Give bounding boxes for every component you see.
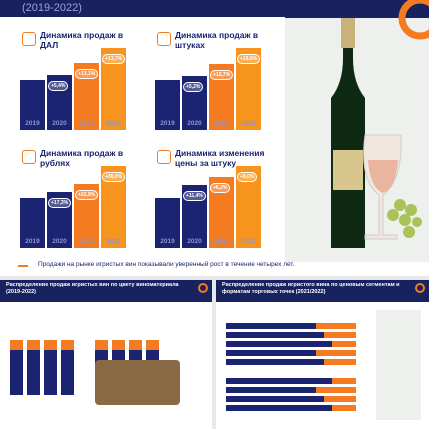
- slide-bar: [226, 378, 332, 384]
- year-label: 2022: [106, 238, 121, 245]
- year-label: 2021: [214, 120, 229, 127]
- slide-bar: [10, 340, 23, 350]
- slide-title: Распределение продаж игристых вин по цве…: [6, 282, 179, 295]
- slide-photo: [376, 310, 421, 420]
- slide-bar: [10, 340, 23, 395]
- year-label: 2019: [25, 238, 40, 245]
- slide-bar: [61, 340, 74, 350]
- slide-bar: [324, 332, 356, 338]
- growth-label: +18,6%: [237, 54, 261, 64]
- chart-icon: [157, 150, 171, 164]
- slide-bar: [44, 340, 57, 350]
- growth-label: +15,7%: [210, 70, 234, 81]
- slide-photo: [95, 360, 180, 405]
- chart-icon: [22, 32, 36, 46]
- year-label: 2022: [106, 120, 121, 127]
- header-band: [0, 0, 300, 17]
- slide-header: [0, 280, 212, 302]
- year-label: 2020: [187, 120, 202, 127]
- slide-title: Распределение продаж игристого вина по ц…: [222, 282, 400, 295]
- slide-bar: [226, 341, 332, 347]
- growth-label: +5,4%: [48, 81, 69, 92]
- slide-logo: [415, 283, 425, 293]
- photo: [285, 0, 429, 262]
- slide-bar: [27, 340, 40, 395]
- slide-bar: [146, 340, 159, 350]
- bar: [155, 80, 180, 130]
- bar: [155, 198, 180, 248]
- slide-bar: [129, 340, 142, 350]
- chart-icon: [157, 32, 171, 46]
- year-label: 2019: [25, 120, 40, 127]
- year-label: 2019: [160, 120, 175, 127]
- year-label: 2022: [241, 238, 256, 245]
- slide-bar: [226, 405, 332, 411]
- chart-title: Динамика продаж в штуках: [175, 30, 259, 50]
- year-label: 2019: [160, 238, 175, 245]
- year-label: 2020: [52, 238, 67, 245]
- bar: [20, 80, 45, 130]
- year-label: 2020: [52, 120, 67, 127]
- bar: [20, 198, 45, 248]
- slide-bar: [226, 396, 324, 402]
- year-label: 2021: [214, 238, 229, 245]
- growth-label: +22,9%: [75, 189, 99, 200]
- period: (2019-2022): [22, 2, 82, 14]
- slide-bar: [27, 340, 40, 350]
- growth-label: +6,2%: [210, 182, 231, 193]
- slide-bar: [324, 359, 356, 365]
- slide-bar: [324, 396, 356, 402]
- slide-bar: [332, 341, 356, 347]
- slide-bar: [332, 378, 356, 384]
- growth-label: +8,0%: [237, 172, 258, 182]
- caption-marker: [18, 265, 28, 267]
- year-label: 2020: [187, 238, 202, 245]
- growth-label: +5,2%: [183, 82, 204, 93]
- slide-bar: [332, 405, 356, 411]
- slide-bar: [226, 332, 324, 338]
- chart-title: Динамика изменения цены за штуку: [175, 148, 265, 168]
- growth-label: +38,0%: [102, 172, 126, 182]
- year-label: 2021: [79, 120, 94, 127]
- slide-bar: [316, 323, 356, 329]
- chart-title: Динамика продаж в ДАЛ: [40, 30, 124, 50]
- slide-bar: [95, 340, 108, 350]
- slide-bar: [316, 387, 356, 393]
- slide-logo: [198, 283, 208, 293]
- year-label: 2022: [241, 120, 256, 127]
- slide-bar: [44, 340, 57, 395]
- slide-bar: [226, 323, 316, 329]
- growth-label: +13,7%: [102, 54, 126, 64]
- slide-bar: [226, 359, 324, 365]
- chart-icon: [22, 150, 36, 164]
- slide-bar: [226, 350, 316, 356]
- caption: Продажи на рынке игристых вин показывали…: [38, 261, 295, 268]
- slide-header: [216, 280, 429, 302]
- slide-bar: [112, 340, 125, 350]
- year-label: 2021: [79, 238, 94, 245]
- slide-bar: [61, 340, 74, 395]
- slide-bar: [316, 350, 356, 356]
- growth-label: +11,4%: [183, 190, 206, 201]
- chart-title: Динамика продаж в рублях: [40, 148, 124, 168]
- growth-label: +13,1%: [75, 68, 99, 79]
- slide-bar: [226, 387, 316, 393]
- growth-label: +17,3%: [48, 198, 72, 209]
